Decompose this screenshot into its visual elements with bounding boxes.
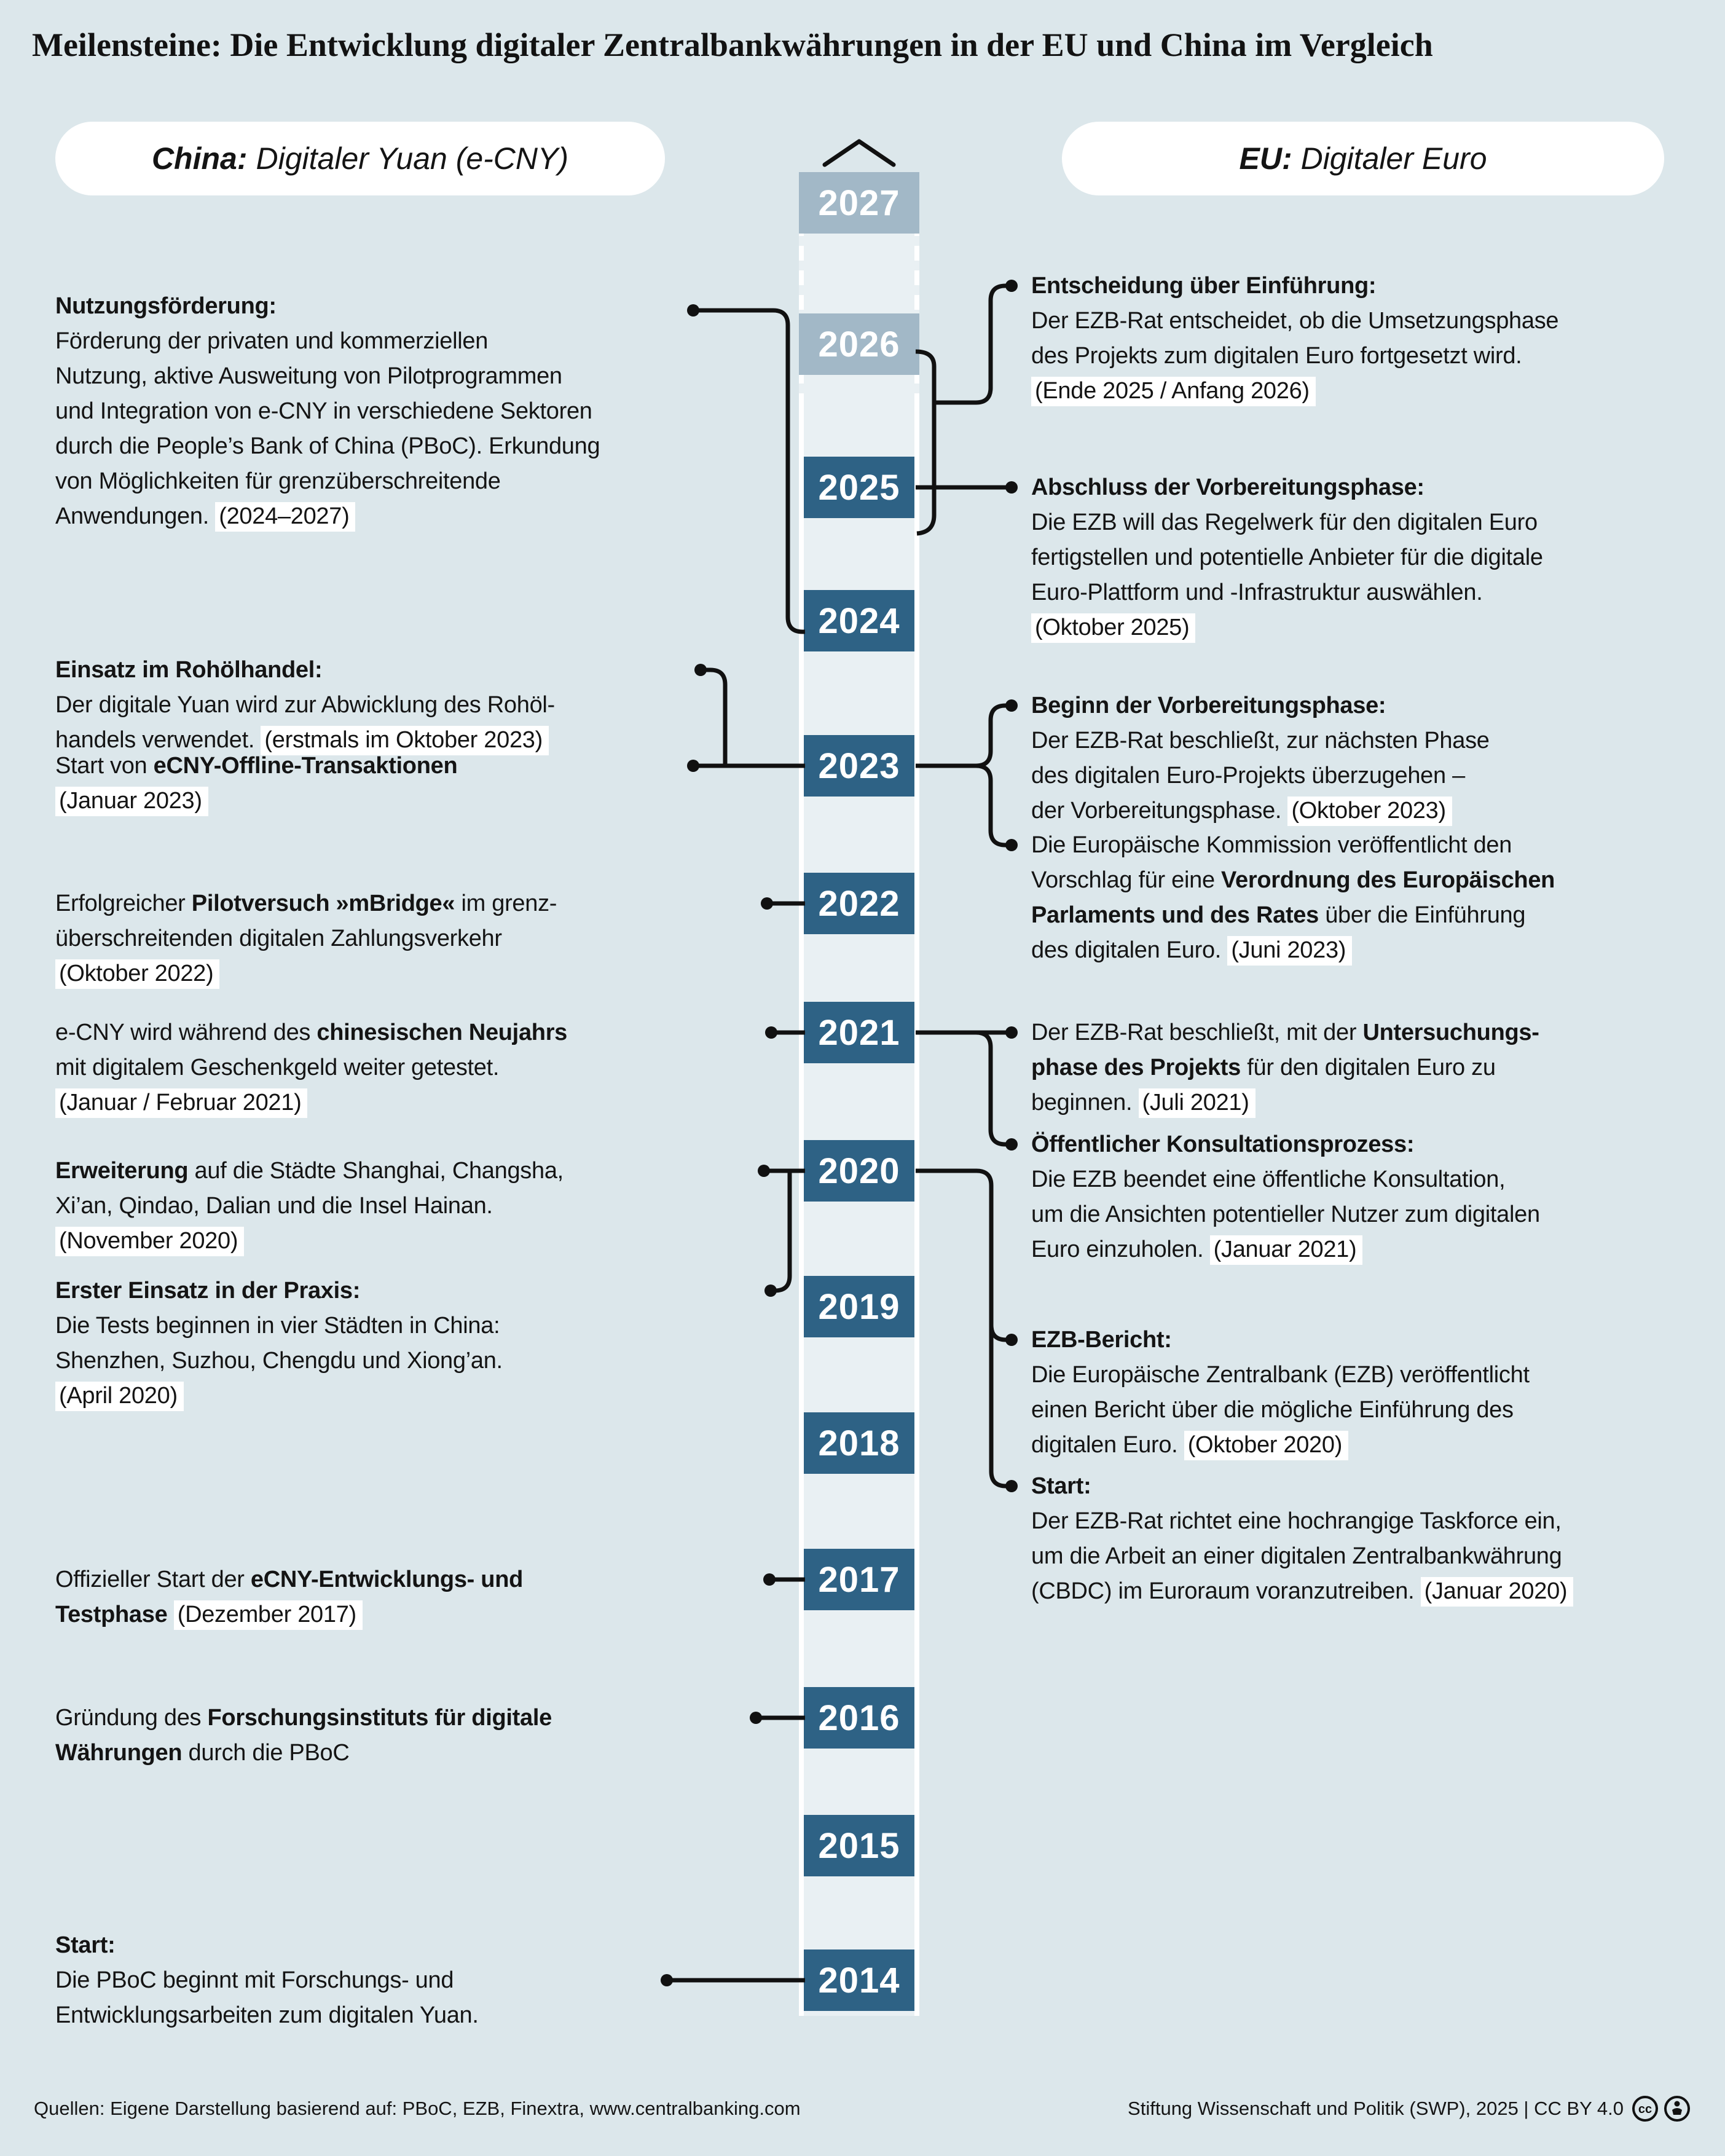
dot-untersuchungsphase: [1005, 1026, 1018, 1039]
dot-beginn: [1005, 699, 1018, 712]
dot-erster-einsatz: [764, 1285, 777, 1297]
year-box-2020: 2020: [804, 1140, 914, 1202]
header-eu: EU: Digitaler Euro: [1062, 122, 1664, 195]
milestone-entscheidung: Entscheidung über Einführung: Der EZB-Rat…: [1031, 269, 1559, 409]
year-box-2014: 2014: [804, 1949, 914, 2011]
dot-erweiterung: [758, 1165, 770, 1177]
milestone-konsultationsprozess: Öffentlicher Konsultationsprozess: Die EZ…: [1031, 1127, 1540, 1267]
connector-entscheidung-bracket: [915, 349, 937, 536]
dot-rohoelhandel: [694, 664, 707, 676]
connector-beginn: [975, 703, 1009, 768]
chevron-up-icon: [822, 139, 896, 167]
footer-sources: Quellen: Eigene Darstellung basierend au…: [34, 2098, 801, 2119]
year-box-2018: 2018: [804, 1412, 914, 1474]
dot-offline-transaktionen: [687, 760, 699, 772]
footer-credit: Stiftung Wissenschaft und Politik (SWP),…: [1128, 2095, 1691, 2123]
milestone-forschungsinstitut: Gründung des Forschungsinstituts für dig…: [55, 1705, 552, 1766]
year-box-2023: 2023: [804, 735, 914, 797]
year-box-2024: 2024: [804, 590, 914, 651]
connector-konsultationsprozess: [975, 1030, 1009, 1147]
dot-forschungsinstitut: [750, 1712, 762, 1724]
dot-neujahr: [765, 1026, 777, 1039]
connector-2020-stem: [916, 1168, 994, 1471]
milestone-start-china: Start: Die PBoC beginnt mit Forschungs- u…: [55, 1932, 479, 2028]
dot-verordnung: [1005, 839, 1018, 851]
track-edge-right-solid: [914, 396, 919, 2016]
dot-start-eu: [1005, 1480, 1018, 1492]
year-box-2026: 2026: [799, 313, 919, 375]
header-china-rest: Digitaler Yuan (e-CNY): [256, 141, 569, 176]
header-eu-rest: Digitaler Euro: [1300, 141, 1487, 176]
connector-rohoelhandel: [701, 667, 728, 766]
dot-entscheidung: [1005, 280, 1018, 292]
page-title: Meilensteine: Die Entwicklung digitaler …: [32, 26, 1433, 63]
svg-text:cc: cc: [1638, 2103, 1652, 2116]
milestone-testphase: Offizieller Start der eCNY-Entwicklungs-…: [55, 1562, 523, 1632]
license-icons: cc: [1631, 2095, 1691, 2123]
milestone-beginn: Beginn der Vorbereitungsphase: Der EZB-Ra…: [1031, 688, 1490, 828]
dot-ezb-bericht: [1005, 1334, 1018, 1346]
year-box-2027: 2027: [799, 172, 919, 234]
cc-icon: cc: [1632, 2096, 1658, 2122]
year-box-2017: 2017: [804, 1549, 914, 1610]
connector-erster-einsatz: [772, 1171, 792, 1293]
footer: Quellen: Eigene Darstellung basierend au…: [34, 2095, 1691, 2123]
header-china: China: Digitaler Yuan (e-CNY): [55, 122, 665, 195]
milestone-offline-transaktionen: Start von eCNY-Offline-Transaktionen (Jan…: [55, 749, 458, 819]
milestone-abschluss: Abschluss der Vorbereitungsphase: Die EZB…: [1031, 470, 1543, 645]
milestone-mbridge: Erfolgreicher Pilotversuch »mBridge« im …: [55, 886, 557, 991]
milestone-untersuchungsphase: Der EZB-Rat beschließt, mit der Untersuc…: [1031, 1015, 1539, 1120]
header-eu-bold: EU:: [1239, 141, 1292, 176]
connector-nutzungsfoerderung: [693, 308, 805, 634]
year-box-2015: 2015: [804, 1815, 914, 1876]
year-box-2025: 2025: [804, 457, 914, 518]
dot-abschluss: [1005, 481, 1018, 494]
track-edge-left-dashed: [799, 172, 804, 396]
track-edge-left-solid: [799, 396, 804, 2016]
milestone-nutzungsfoerderung: Nutzungsförderung: Förderung der privaten…: [55, 289, 600, 534]
track-edge-right-dashed: [914, 172, 919, 396]
dot-konsultationsprozess: [1005, 1138, 1018, 1151]
milestone-verordnung: Die Europäische Kommission veröffentlich…: [1031, 828, 1555, 968]
year-box-2016: 2016: [804, 1687, 914, 1749]
dot-nutzungsfoerderung: [687, 304, 699, 317]
year-box-2022: 2022: [804, 873, 914, 934]
milestone-ezb-bericht: EZB-Bericht: Die Europäische Zentralbank …: [1031, 1323, 1530, 1463]
header-china-bold: China:: [151, 141, 248, 176]
milestone-erweiterung: Erweiterung auf die Städte Shanghai, Cha…: [55, 1154, 564, 1259]
year-box-2019: 2019: [804, 1276, 914, 1337]
milestone-erster-einsatz: Erster Einsatz in der Praxis: Die Tests b…: [55, 1273, 503, 1414]
milestone-neujahr: e-CNY wird während des chinesischen Neuj…: [55, 1015, 567, 1120]
milestone-rohoelhandel: Einsatz im Rohölhandel: Der digitale Yuan…: [55, 653, 555, 758]
connector-verordnung: [975, 763, 1009, 848]
dot-testphase: [763, 1573, 776, 1586]
year-box-2021: 2021: [804, 1002, 914, 1063]
milestone-start-eu: Start: Der EZB-Rat richtet eine hochrangi…: [1031, 1469, 1574, 1609]
footer-credit-text: Stiftung Wissenschaft und Politik (SWP),…: [1128, 2098, 1624, 2119]
connector-entscheidung: [934, 283, 1009, 405]
attribution-icon: [1664, 2096, 1690, 2122]
dot-start-china: [661, 1974, 673, 1986]
dot-mbridge: [761, 897, 773, 910]
